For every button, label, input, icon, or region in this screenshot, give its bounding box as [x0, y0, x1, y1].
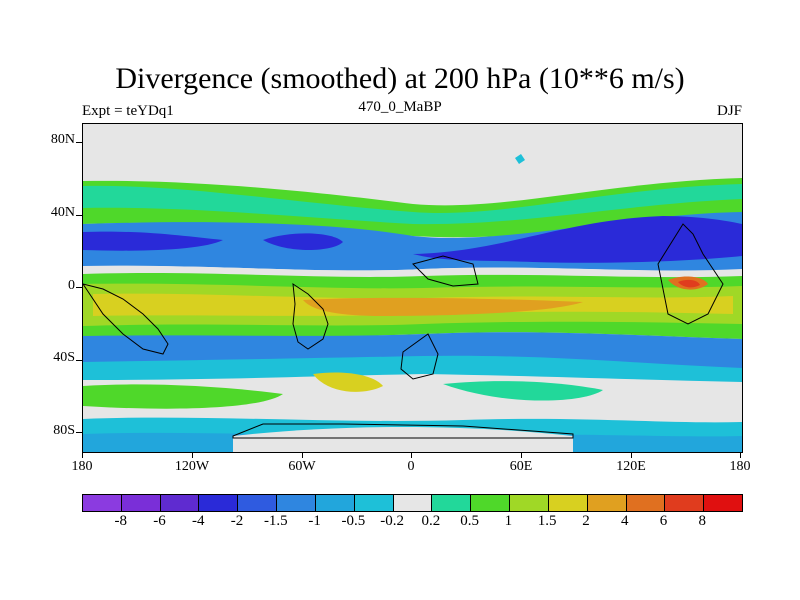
colorbar-label: 0.2: [421, 513, 441, 529]
colorbar-swatch: [432, 495, 472, 511]
lon-label-120e: 120E: [616, 459, 646, 474]
colorbar-label: -1.5: [263, 513, 288, 529]
contour-arctic-speck: [515, 154, 525, 164]
lat-label-80n: 80N: [50, 132, 75, 147]
colorbar-label: 6: [659, 513, 668, 529]
coastline-americas: [292, 282, 329, 350]
lat-label-80s: 80S: [53, 423, 75, 438]
colorbar-swatch: [471, 495, 511, 511]
season-label: DJF: [716, 103, 742, 119]
colorbar-label: 1: [504, 513, 513, 529]
lon-tick: [192, 452, 193, 458]
lat-tick: [76, 360, 82, 361]
colorbar-label: -0.5: [341, 513, 366, 529]
colorbar-label: 0.5: [460, 513, 480, 529]
contour-cyan-south: [83, 355, 742, 382]
coastline-australia: [657, 223, 724, 325]
divergence-map: [82, 123, 743, 453]
lon-tick: [411, 452, 412, 458]
colorbar-label: 1.5: [537, 513, 557, 529]
coastline-africa: [400, 333, 439, 380]
lat-tick: [76, 142, 82, 143]
lon-label-180e: 180: [729, 459, 751, 474]
colorbar-swatch: [199, 495, 239, 511]
lat-tick: [76, 432, 82, 433]
colorbar-label: -4: [192, 513, 205, 529]
colorbar-label: 2: [582, 513, 590, 529]
colorbar-swatch: [83, 495, 122, 511]
colorbar-swatch: [315, 495, 355, 511]
colorbar-swatch: [121, 495, 161, 511]
contour-red-wpac: [678, 279, 700, 288]
lat-label-40s: 40S: [53, 350, 75, 365]
lon-tick: [521, 452, 522, 458]
coastline-asia: [412, 255, 479, 287]
lon-tick: [631, 452, 632, 458]
contour-orange-tropics: [303, 297, 583, 316]
colorbar-swatch: [238, 495, 278, 511]
colorbar-label: -8: [114, 513, 128, 529]
lon-label-60e: 60E: [509, 459, 533, 474]
coastline-south-america: [83, 283, 169, 355]
experiment-label: Expt = teYDq1: [82, 103, 174, 119]
colorbar-swatch: [587, 495, 627, 511]
lon-tick: [82, 452, 83, 458]
lon-tick: [740, 452, 741, 458]
lat-label-0: 0: [68, 278, 75, 293]
colorbar-swatch: [548, 495, 588, 511]
lon-label-0: 0: [407, 459, 415, 474]
contour-darkblue-north: [83, 231, 223, 251]
colorbar-label: 4: [620, 513, 629, 529]
colorbar-label: -0.2: [380, 513, 404, 529]
contour-darkblue-mid: [263, 233, 343, 250]
colorbar-swatch: [704, 495, 743, 511]
period-label: 470_0_MaBP: [358, 99, 442, 115]
contour-gap: [83, 265, 742, 278]
lat-tick: [76, 215, 82, 216]
contour-antarctica: [233, 427, 573, 452]
colorbar-swatch: [665, 495, 705, 511]
colorbar-swatch: [510, 495, 549, 511]
plot-title: Divergence (smoothed) at 200 hPa (10**6 …: [115, 62, 685, 95]
lon-tick: [302, 452, 303, 458]
colorbar-swatch: [354, 495, 394, 511]
colorbar-label: -2: [230, 513, 244, 529]
contour-green-north: [83, 178, 742, 238]
lon-label-180w: 180: [71, 459, 93, 474]
lon-label-60w: 60W: [288, 459, 316, 474]
lat-tick: [76, 287, 82, 288]
contour-field: [83, 154, 742, 452]
colorbar-label: 8: [698, 513, 706, 529]
colorbar: [82, 494, 743, 512]
colorbar-swatch: [277, 495, 316, 511]
coastlines: [83, 223, 724, 439]
colorbar-swatch: [626, 495, 666, 511]
colorbar-swatch: [393, 495, 433, 511]
contour-yellow-south: [313, 372, 383, 392]
coastline-antarctica: [232, 423, 574, 439]
contour-green-south: [83, 384, 283, 409]
lat-label-40n: 40N: [50, 205, 75, 220]
contour-teal-north: [83, 184, 742, 225]
contour-teal-south: [443, 381, 603, 401]
colorbar-swatch: [160, 495, 200, 511]
contour-darkblue-asia: [413, 216, 742, 263]
lon-label-120w: 120W: [174, 459, 210, 474]
colorbar-label: -6: [153, 513, 166, 529]
colorbar-label: -1: [308, 513, 321, 529]
